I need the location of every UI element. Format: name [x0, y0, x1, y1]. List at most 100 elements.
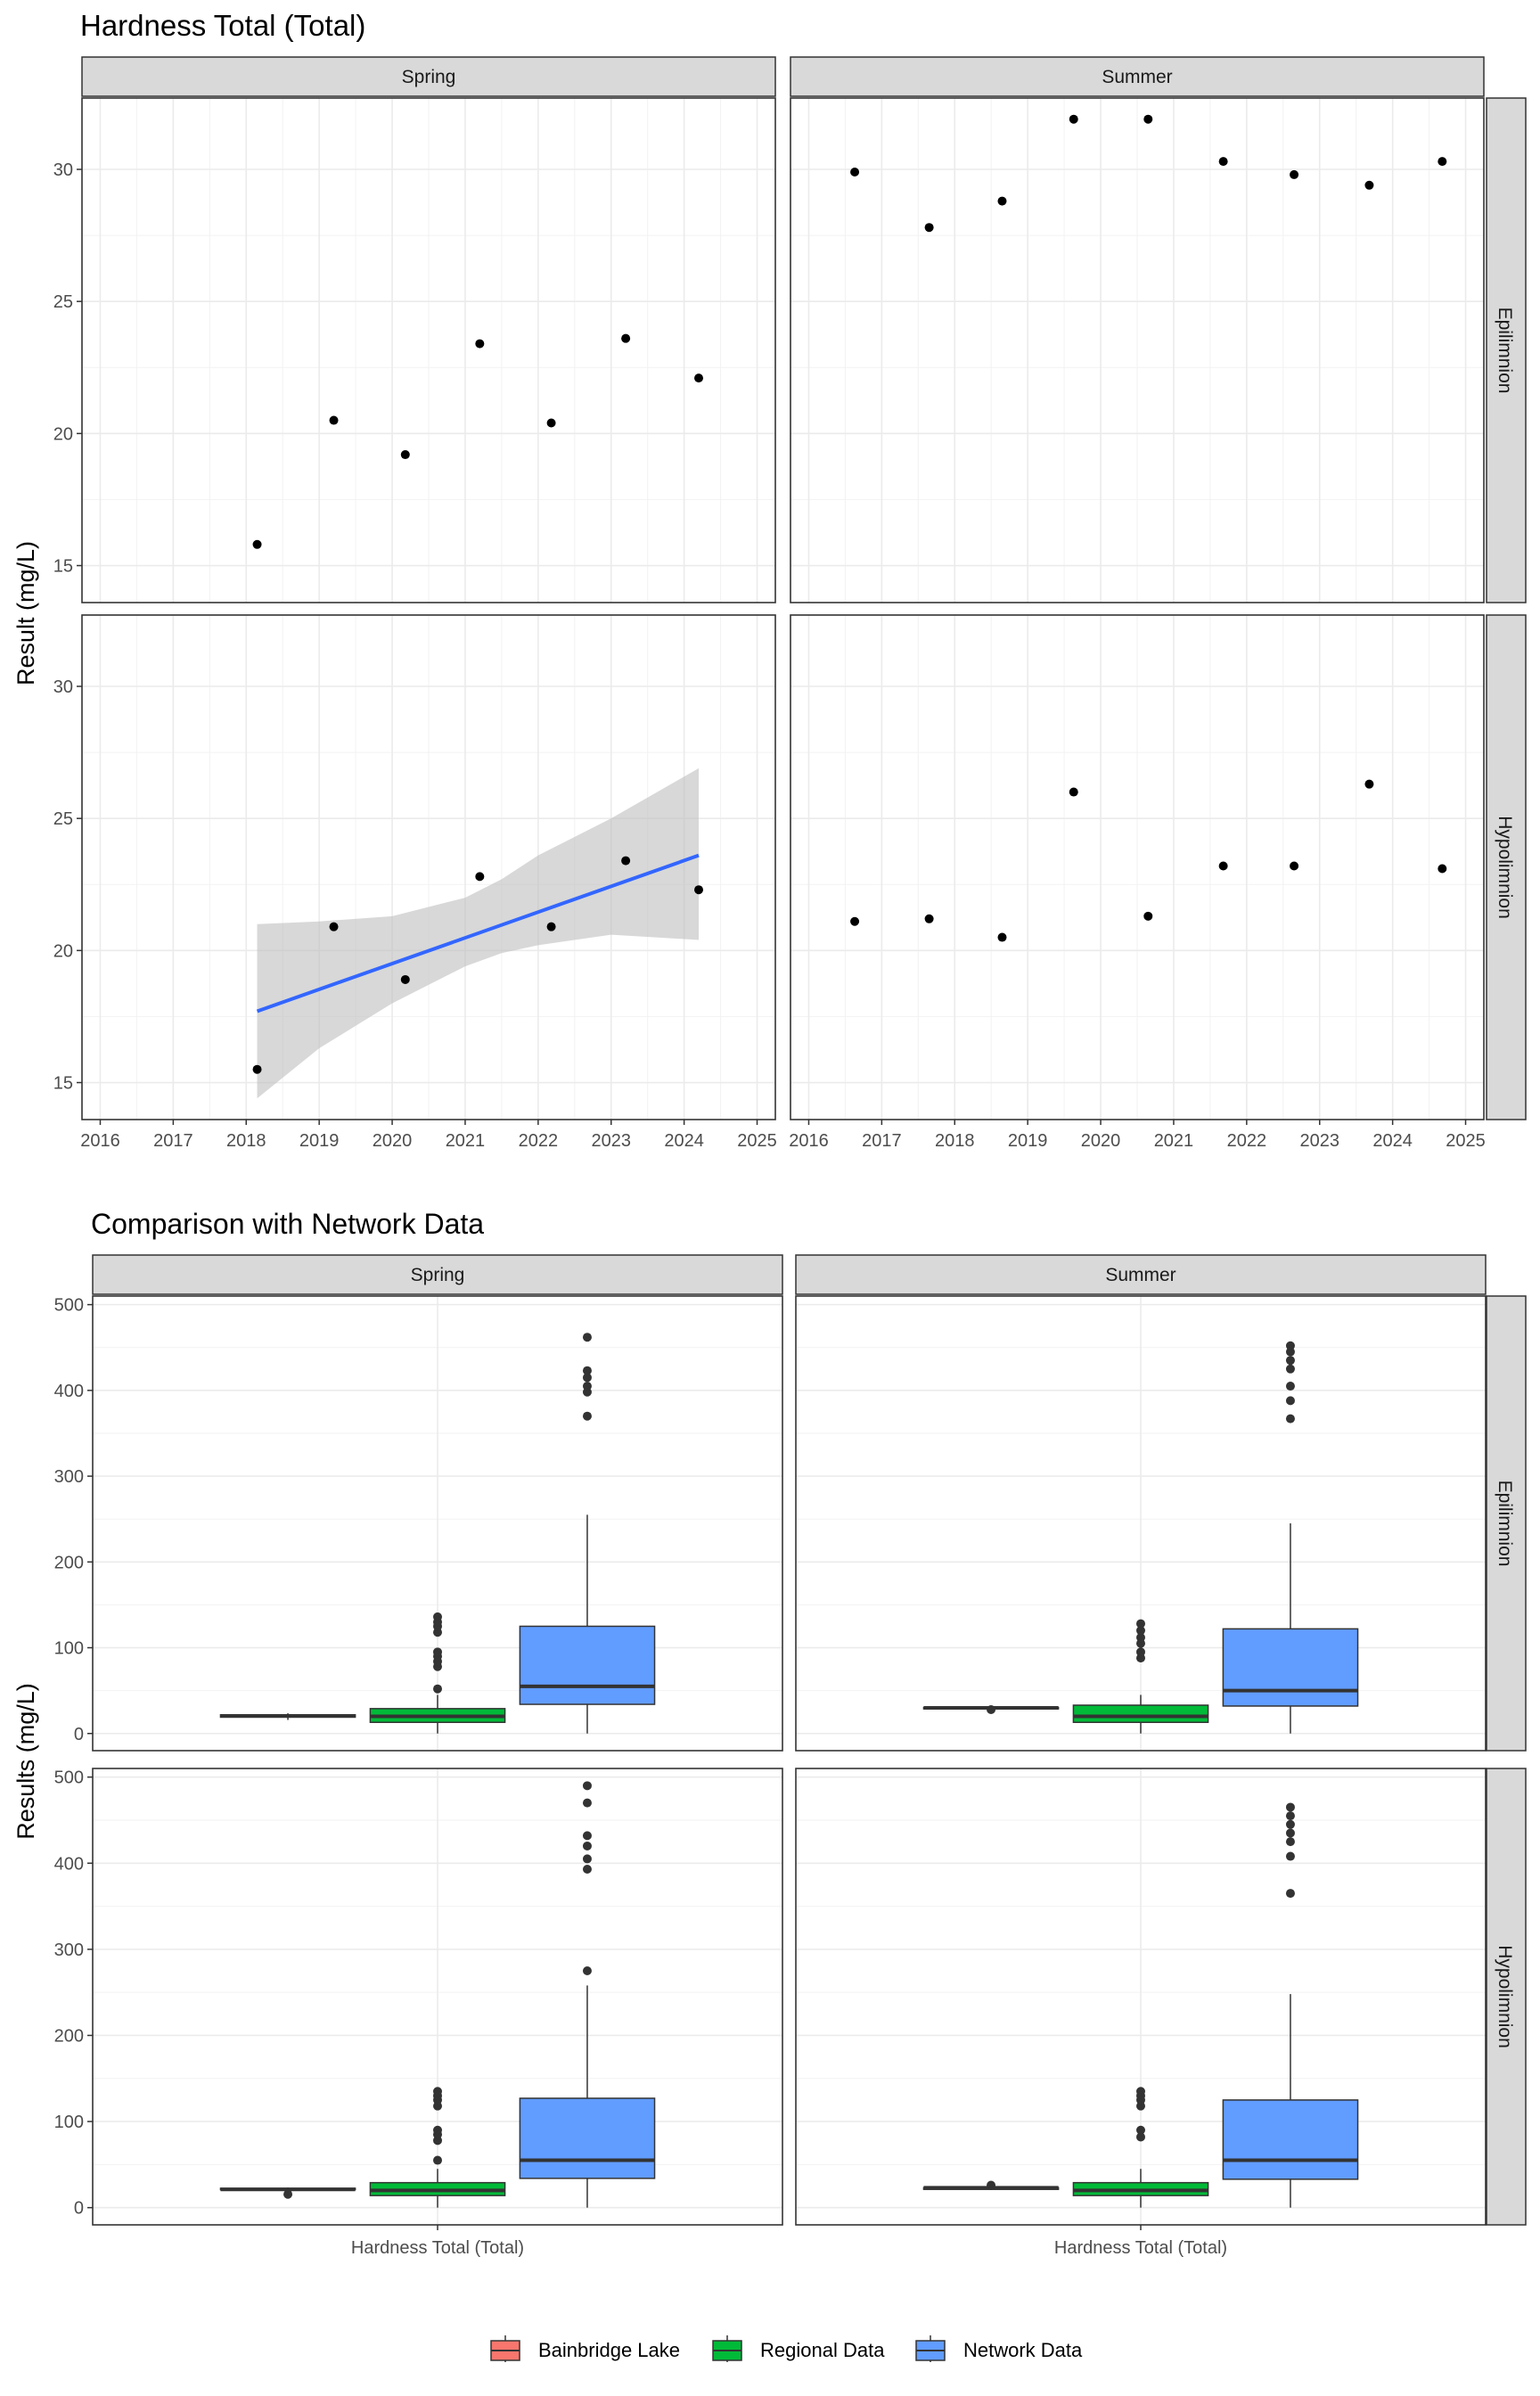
outlier-point: [433, 1684, 442, 1694]
x-tick-label: 2016: [80, 1131, 120, 1151]
outlier-point: [1285, 1382, 1295, 1391]
chart2-strip-spring: [92, 1254, 783, 1295]
data-point: [546, 418, 556, 428]
outlier-point: [1285, 1396, 1295, 1406]
chart2-strip-summer-label: Summer: [1105, 1265, 1175, 1285]
box-network-data: [1222, 1802, 1359, 2208]
box-bainbridge-lake: [219, 2187, 356, 2199]
data-point: [694, 373, 704, 383]
box-network-data: [519, 1781, 656, 2208]
box-body: [1072, 1704, 1209, 1723]
chart1-y-axis-title: Result (mg/L): [12, 541, 39, 685]
data-point: [1143, 114, 1153, 124]
y-tick-label: 15: [53, 557, 73, 577]
outlier-point: [1136, 1647, 1145, 1657]
data-point: [1218, 157, 1228, 167]
x-tick-label: 2022: [1227, 1131, 1267, 1151]
outlier-point: [1285, 1414, 1295, 1424]
x-tick-label: 2020: [1081, 1131, 1121, 1151]
panel-border: [92, 1295, 783, 1752]
y-tick-label: 500: [54, 1768, 84, 1788]
data-point: [850, 916, 860, 926]
legend-label-network-data: Network Data: [963, 2339, 1083, 2361]
outlier-point: [582, 1366, 592, 1375]
data-point: [252, 539, 262, 549]
outlier-point: [582, 1411, 592, 1421]
outlier-point: [582, 1841, 592, 1850]
outlier-point: [1285, 1811, 1295, 1821]
y-tick-label: 200: [54, 1553, 84, 1572]
data-point: [475, 339, 485, 349]
box-regional-data: [369, 2087, 506, 2208]
y-tick-label: 300: [54, 1941, 84, 1960]
chart2-epilimnion-summer-panel: [795, 1295, 1487, 1752]
data-point: [546, 922, 556, 931]
outlier-point: [1285, 1837, 1295, 1847]
data-point: [400, 450, 410, 460]
data-point: [475, 872, 485, 882]
data-point: [1069, 787, 1078, 797]
y-tick-label: 400: [54, 1854, 84, 1874]
outlier-point: [433, 2155, 442, 2165]
outlier-point: [433, 1612, 442, 1621]
x-tick-label: 2025: [1446, 1131, 1486, 1151]
outlier-point: [1136, 2132, 1145, 2142]
y-tick-label: 30: [53, 677, 73, 697]
chart2-strip-epilimnion-label: Epilimnion: [1495, 1481, 1515, 1567]
outlier-point: [1136, 1626, 1145, 1636]
chart1-strip-spring-label: Spring: [402, 67, 456, 87]
data-point: [1290, 861, 1299, 871]
outlier-point: [1136, 2125, 1145, 2135]
x-tick-label: 2021: [446, 1131, 486, 1151]
chart2-strip-summer: [795, 1254, 1487, 1295]
y-tick-label: 0: [74, 1725, 84, 1744]
chart1-strip-hypolimnion-label: Hypolimnion: [1495, 816, 1515, 919]
x-tick-label: 2025: [737, 1131, 777, 1151]
trend-line: [256, 853, 700, 1013]
y-tick-label: 0: [74, 2199, 84, 2219]
outlier-point: [1136, 1619, 1145, 1629]
data-point: [1290, 169, 1299, 179]
chart1-strip-hypolimnion: [1486, 614, 1527, 1120]
chart1-strip-spring: [81, 56, 776, 97]
x-tick-label: 2018: [226, 1131, 266, 1151]
x-tick-label: 2019: [1008, 1131, 1048, 1151]
x-tick-label: 2016: [789, 1131, 829, 1151]
data-point: [924, 223, 934, 233]
chart2-hypolimnion-summer-panel: [795, 1768, 1487, 2230]
box-regional-data: [1072, 1619, 1209, 1734]
legend-item-regional-data: Regional Data: [712, 2335, 885, 2362]
outlier-point: [1285, 1828, 1295, 1838]
outlier-point: [582, 1798, 592, 1808]
legend-item-network-data: Network Data: [915, 2335, 1083, 2362]
data-point: [694, 885, 704, 895]
data-point: [1364, 180, 1374, 190]
data-point: [1069, 114, 1078, 124]
box-body: [519, 2097, 656, 2179]
x-tick-label: 2017: [862, 1131, 902, 1151]
y-tick-label: 100: [54, 2113, 84, 2132]
data-point: [1438, 157, 1447, 167]
x-tick-label: 2018: [935, 1131, 975, 1151]
panel-border: [795, 1295, 1487, 1752]
box-regional-data: [1072, 2087, 1209, 2208]
outlier-point: [1285, 1889, 1295, 1899]
legend-label-regional-data: Regional Data: [760, 2339, 885, 2361]
panel-border: [790, 97, 1485, 603]
box-bainbridge-lake: [922, 2180, 1060, 2190]
chart2-x-label-spring: Hardness Total (Total): [351, 2238, 524, 2258]
data-point: [1143, 911, 1153, 921]
x-tick-label: 2017: [153, 1131, 193, 1151]
x-tick-label: 2023: [591, 1131, 631, 1151]
panel-border: [81, 97, 776, 603]
chart1-strip-epilimnion: [1486, 97, 1527, 603]
chart2-strip-epilimnion: [1486, 1295, 1527, 1752]
outlier-point: [582, 1373, 592, 1383]
chart1-hypolimnion-summer-panel: 2016 2017 2018 2019 2020 2021 2022 2023 2024 2025: [789, 614, 1486, 1151]
chart2-strip-spring-label: Spring: [411, 1265, 465, 1285]
legend-item-bainbridge-lake: Bainbridge Lake: [490, 2335, 680, 2362]
data-point: [1438, 864, 1447, 874]
y-tick-label: 200: [54, 2026, 84, 2046]
